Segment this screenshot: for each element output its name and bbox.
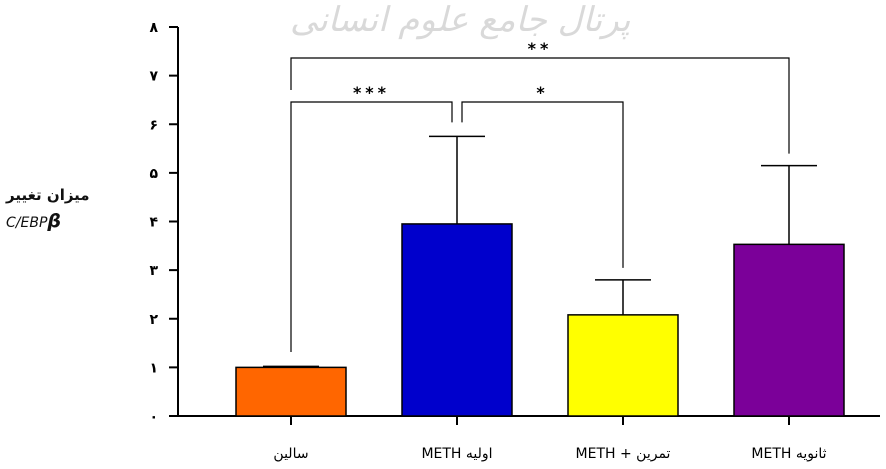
y-tick-label: ۲ <box>149 312 158 328</box>
y-tick-label: ۱ <box>149 360 158 376</box>
significance-bracket <box>461 101 624 268</box>
y-tick-label: ۷ <box>149 69 158 85</box>
y-axis-label-line1: میزان تغییر <box>6 186 90 204</box>
significance-label: *** <box>353 83 390 102</box>
significance-bracket <box>290 101 453 352</box>
y-axis-label-line2: C/EBPβ <box>6 210 126 232</box>
y-axis-label-beta: β <box>47 210 61 232</box>
x-tick-label: سالین <box>273 446 308 462</box>
significance-label: * <box>536 83 548 102</box>
significance-bracket <box>290 57 790 154</box>
bar <box>733 243 845 417</box>
y-tick-label: ۵ <box>149 166 158 182</box>
bar <box>235 366 347 417</box>
watermark: پرتال جامع علوم انسانی <box>290 0 631 40</box>
y-tick-label: ۴ <box>149 215 158 231</box>
y-tick-label: ۰ <box>149 409 158 425</box>
y-tick-label: ۳ <box>149 263 158 279</box>
bar <box>401 223 513 417</box>
y-tick-label: ۶ <box>149 117 158 133</box>
y-axis-label-gene: C/EBP <box>6 215 48 231</box>
bar <box>567 314 679 417</box>
x-tick-label: METH اولیه <box>421 446 492 462</box>
x-tick-label: METH ثانویه <box>751 446 826 462</box>
y-axis-label: میزان تغییر C/EBPβ <box>6 186 126 232</box>
y-tick-label: ۸ <box>149 20 158 36</box>
significance-label: ** <box>528 39 553 58</box>
x-tick-label: METH + تمرین <box>576 446 671 462</box>
